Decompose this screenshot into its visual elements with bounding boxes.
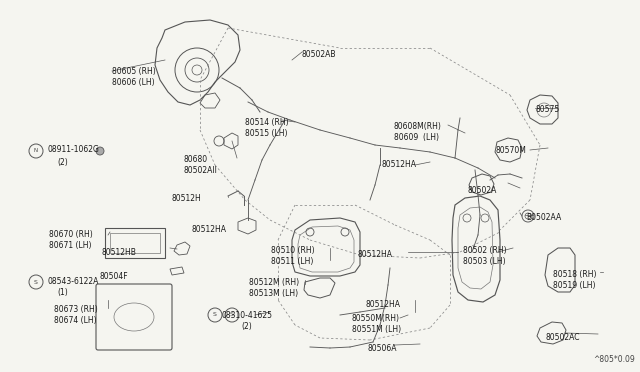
Bar [110,233,160,253]
Text: ^805*0.09: ^805*0.09 [593,355,635,364]
Text: S: S [34,279,38,285]
Text: 80502 (RH): 80502 (RH) [463,246,507,255]
Text: 08911-1062G: 08911-1062G [47,145,99,154]
Text: S: S [230,312,234,317]
Text: 80512HA: 80512HA [357,250,392,259]
Text: 80605 (RH): 80605 (RH) [112,67,156,76]
Text: 80680: 80680 [184,155,208,164]
Text: 80510 (RH): 80510 (RH) [271,246,315,255]
Text: 80511 (LH): 80511 (LH) [271,257,314,266]
Text: 80606 (LH): 80606 (LH) [112,78,155,87]
Text: 80674 (LH): 80674 (LH) [54,316,97,325]
Text: B0502AA: B0502AA [526,213,561,222]
Text: 80512HB: 80512HB [101,248,136,257]
Text: 80502AC: 80502AC [546,333,580,342]
Text: 80512HA: 80512HA [191,225,226,234]
Text: 80609  (LH): 80609 (LH) [394,133,439,142]
Text: (2): (2) [241,322,252,331]
Text: 80512HA: 80512HA [382,160,417,169]
Text: 80673 (RH): 80673 (RH) [54,305,98,314]
Text: 80570M: 80570M [496,146,527,155]
Bar [105,228,165,258]
Text: 80551M (LH): 80551M (LH) [352,325,401,334]
Text: 80550M(RH): 80550M(RH) [352,314,400,323]
Text: 80512M (RH): 80512M (RH) [249,278,299,287]
Text: 80671 (LH): 80671 (LH) [49,241,92,250]
Text: 80513M (LH): 80513M (LH) [249,289,298,298]
Text: N: N [34,148,38,154]
Text: S: S [213,312,217,317]
Text: 80502AII: 80502AII [184,166,218,175]
Circle shape [96,147,104,155]
Text: (2): (2) [57,157,68,167]
Text: 80504F: 80504F [99,272,127,281]
Text: 80506A: 80506A [368,344,397,353]
Text: 80670 (RH): 80670 (RH) [49,230,93,239]
Text: 08543-6122A: 08543-6122A [47,276,99,285]
Text: 80503 (LH): 80503 (LH) [463,257,506,266]
Text: 80514 (RH): 80514 (RH) [245,118,289,127]
Text: 08310-41625: 08310-41625 [222,311,273,320]
Text: 80502AB: 80502AB [302,50,337,59]
Text: 80512HA: 80512HA [366,300,401,309]
Text: 80512H: 80512H [171,194,201,203]
Text: 80515 (LH): 80515 (LH) [245,129,287,138]
Text: 80575: 80575 [536,105,560,114]
Text: 80518 (RH): 80518 (RH) [553,270,596,279]
Text: 80502A: 80502A [468,186,497,195]
Text: 80608M(RH): 80608M(RH) [394,122,442,131]
Text: (1): (1) [57,289,68,298]
Text: 80519 (LH): 80519 (LH) [553,281,595,290]
